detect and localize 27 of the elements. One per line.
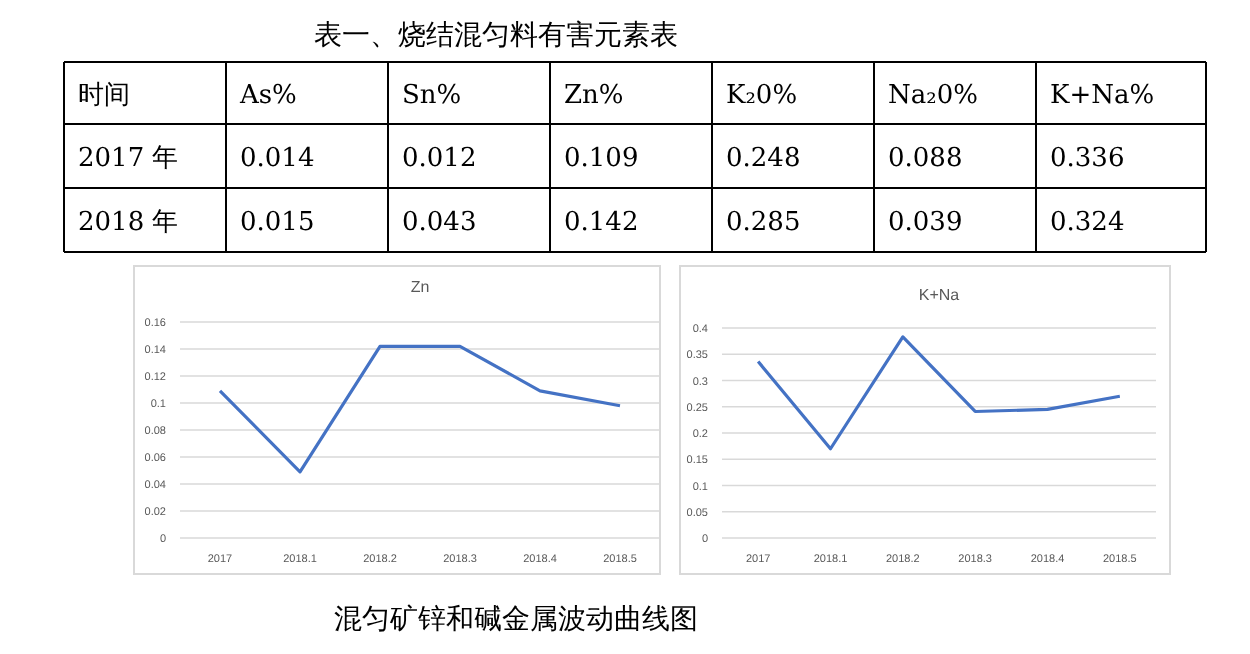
text: 0.043 — [402, 208, 477, 238]
text: 2018 年 — [78, 208, 179, 238]
text: K₂0% — [726, 81, 798, 111]
text: Sn% — [402, 81, 462, 111]
line-series — [218, 344, 622, 474]
text: 0.142 — [564, 208, 639, 238]
text: 0.088 — [888, 144, 963, 174]
line-series — [756, 335, 1122, 451]
text: 时间 — [78, 81, 130, 111]
text: 0.109 — [564, 144, 639, 174]
text: 0.336 — [1050, 144, 1125, 174]
text: 0.248 — [726, 144, 801, 174]
text: 0.039 — [888, 208, 963, 238]
text: 0.285 — [726, 208, 801, 238]
text: Zn% — [564, 81, 624, 111]
text: K+Na% — [1050, 81, 1155, 111]
text: 表一、烧结混匀料有害元素表 — [314, 20, 678, 52]
text: Na₂0% — [888, 81, 978, 111]
text: 0.015 — [240, 208, 315, 238]
text: 0.012 — [402, 144, 477, 174]
text: 混匀矿锌和碱金属波动曲线图 — [334, 604, 698, 636]
text: As% — [238, 81, 297, 111]
text: 0.014 — [240, 144, 315, 174]
text: 0.324 — [1050, 208, 1125, 238]
chart-title: K+Na — [918, 286, 961, 304]
chart-title: Zn — [410, 278, 430, 296]
text: 2017 年 — [78, 144, 179, 174]
